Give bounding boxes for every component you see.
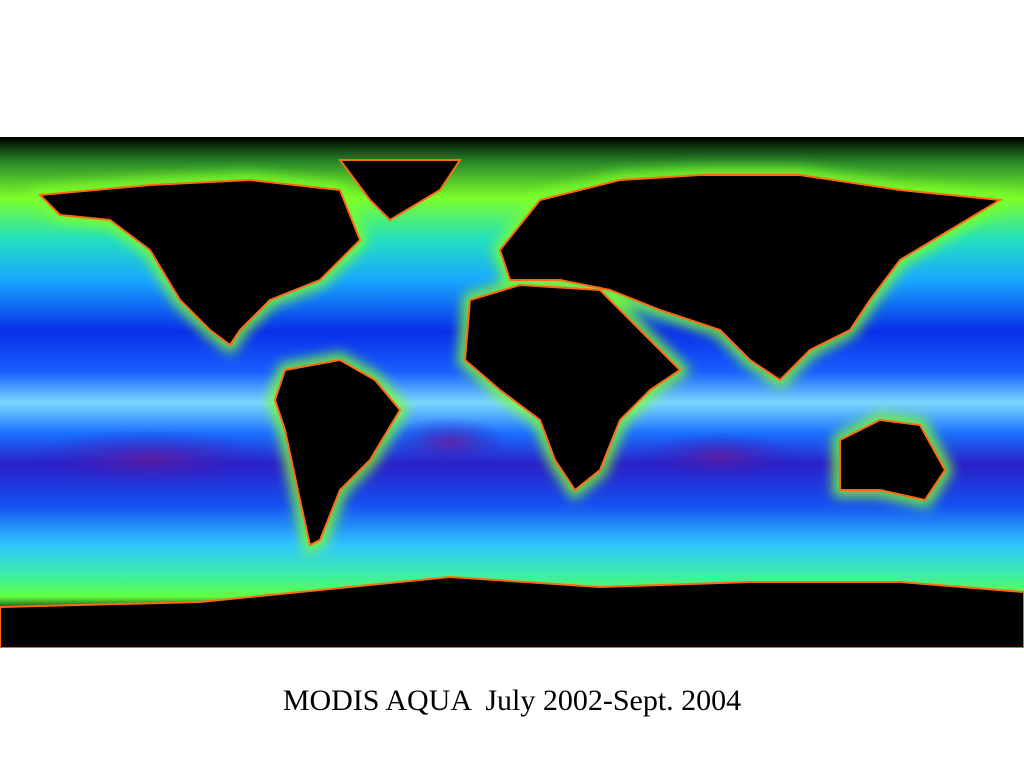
caption: MODIS AQUA July 2002-Sept. 2004	[282, 684, 742, 717]
chlorophyll-map	[0, 137, 1024, 648]
